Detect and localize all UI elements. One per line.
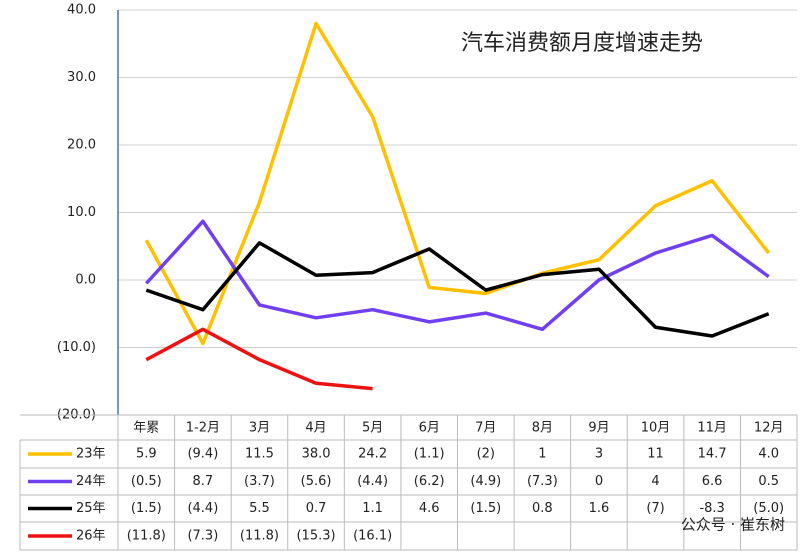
table-value: 24.2 <box>358 447 387 462</box>
table-value: 1.1 <box>362 501 383 516</box>
table-value: -8.3 <box>699 501 724 516</box>
table-value: (16.1) <box>353 529 392 544</box>
chart-title: 汽车消费额月度增速走势 <box>461 31 703 56</box>
x-tick-label: 年累 <box>133 421 159 436</box>
table-value: 0 <box>595 474 603 489</box>
table-value: 11 <box>647 447 664 462</box>
series-line <box>145 327 373 391</box>
legend-label: 24年 <box>76 474 106 489</box>
x-tick-label: 1-2月 <box>186 421 220 436</box>
table-value: 5.9 <box>136 447 157 462</box>
legend-label: 25年 <box>76 501 106 516</box>
table-value: (2) <box>477 447 495 462</box>
table-value: (4.9) <box>470 474 501 489</box>
y-tick-label: 20.0 <box>67 138 96 153</box>
table-value: (1.5) <box>131 501 162 516</box>
x-tick-label: 7月 <box>475 421 496 436</box>
y-tick-label: 30.0 <box>67 70 96 85</box>
legend-label: 23年 <box>76 447 106 462</box>
series-line <box>144 219 770 332</box>
x-tick-label: 6月 <box>419 421 440 436</box>
x-tick-label: 10月 <box>641 421 671 436</box>
table-value: (7) <box>646 501 664 516</box>
table-value: (5.0) <box>753 501 784 516</box>
y-tick-label: 10.0 <box>67 205 96 220</box>
table-value: 4.6 <box>419 501 440 516</box>
table-value: (11.8) <box>240 529 279 544</box>
y-tick-label: 0.0 <box>75 273 96 288</box>
table-value: (5.6) <box>301 474 332 489</box>
x-tick-label: 11月 <box>697 421 727 436</box>
table-value: 4 <box>651 474 659 489</box>
table-value: 11.5 <box>245 447 274 462</box>
table-value: (1.5) <box>470 501 501 516</box>
table-value: 0.7 <box>306 501 327 516</box>
table-value: (7.3) <box>187 529 218 544</box>
table-value: (9.4) <box>187 447 218 462</box>
table-value: 1 <box>538 447 546 462</box>
x-tick-label: 9月 <box>588 421 609 436</box>
table-value: (15.3) <box>296 529 335 544</box>
table-value: (4.4) <box>357 474 388 489</box>
y-tick-label: (10.0) <box>57 340 96 355</box>
legend-label: 26年 <box>76 529 106 544</box>
x-tick-label: 12月 <box>754 421 784 436</box>
table-value: 0.5 <box>758 474 779 489</box>
x-tick-label: 8月 <box>532 421 553 436</box>
table-value: 6.6 <box>702 474 723 489</box>
table-value: 4.0 <box>758 447 779 462</box>
x-tick-label: 4月 <box>305 421 326 436</box>
table-value: 0.8 <box>532 501 553 516</box>
table-value: (6.2) <box>414 474 445 489</box>
series-line <box>145 241 770 338</box>
table-value: 8.7 <box>193 474 214 489</box>
y-tick-label: 40.0 <box>67 3 96 18</box>
table-value: 1.6 <box>589 501 610 516</box>
x-tick-label: 5月 <box>362 421 383 436</box>
x-tick-label: 3月 <box>249 421 270 436</box>
series-line <box>144 21 771 346</box>
table-value: (4.4) <box>187 501 218 516</box>
table-value: (11.8) <box>127 529 166 544</box>
table-value: 5.5 <box>249 501 270 516</box>
table-value: (3.7) <box>244 474 275 489</box>
table-value: 3 <box>595 447 603 462</box>
table-value: 38.0 <box>302 447 331 462</box>
watermark: 公众号 · 崔东树 <box>681 516 785 534</box>
table-value: (1.1) <box>414 447 445 462</box>
table-value: (0.5) <box>131 474 162 489</box>
table-value: 14.7 <box>698 447 727 462</box>
table-value: (7.3) <box>527 474 558 489</box>
